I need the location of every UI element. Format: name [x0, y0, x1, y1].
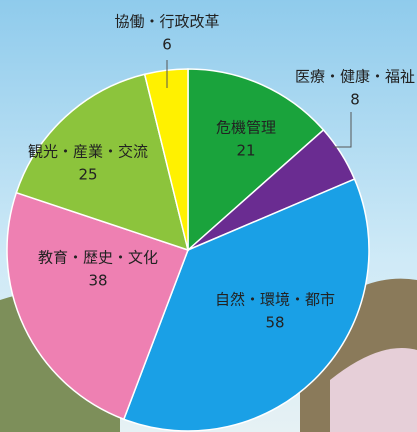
slice-label: 観光・産業・交流: [28, 143, 148, 161]
slice-label: 協働・行政改革: [114, 13, 219, 31]
leader-line: [333, 112, 352, 148]
blossom: [330, 348, 417, 432]
slice: [143, 68, 189, 251]
slice-label: 危機管理: [216, 119, 276, 137]
slice-value: 6: [162, 36, 172, 54]
slice: [187, 68, 325, 252]
slice-value: 21: [236, 142, 255, 160]
slice-label: 医療・健康・福祉: [295, 68, 415, 86]
slice: [6, 191, 189, 421]
slice-value: 8: [350, 91, 360, 109]
slice-value: 38: [88, 272, 107, 290]
slice-label: 教育・歴史・文化: [38, 249, 158, 267]
slice-value: 25: [78, 166, 97, 184]
labels: 危機管理 21 医療・健康・福祉 8 自然・環境・都市 58 教育・歴史・文化 38 観光・産業…: [28, 13, 415, 332]
pie: [6, 68, 370, 432]
slice: [15, 73, 190, 252]
slice-label: 自然・環境・都市: [215, 291, 335, 309]
slice-value: 58: [265, 314, 284, 332]
slice: [122, 178, 370, 432]
